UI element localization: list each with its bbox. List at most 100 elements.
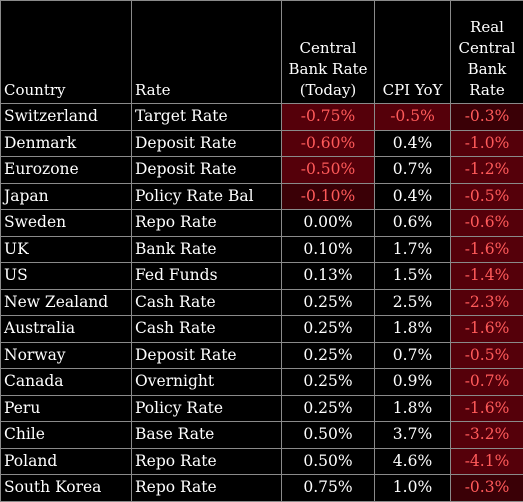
cell-country: US (1, 263, 132, 290)
cell-country: Canada (1, 369, 132, 396)
cell-rate: Deposit Rate (132, 130, 282, 157)
cell-rate: Repo Rate (132, 448, 282, 475)
cell-central-bank-rate: 0.13% (282, 263, 375, 290)
cell-central-bank-rate: 0.75% (282, 475, 375, 502)
cell-country: Peru (1, 395, 132, 422)
header-central-bank-rate: Central Bank Rate (Today) (282, 1, 375, 104)
cell-country: Sweden (1, 210, 132, 237)
header-line: Real (454, 17, 520, 38)
cell-central-bank-rate: 0.25% (282, 316, 375, 343)
cell-real-central-bank-rate: -1.2% (451, 157, 523, 184)
cell-real-central-bank-rate: -3.2% (451, 422, 523, 449)
cell-rate: Overnight (132, 369, 282, 396)
cell-cpi-yoy: 0.7% (375, 342, 451, 369)
cell-country: Poland (1, 448, 132, 475)
header-line: Bank Rate (285, 59, 371, 80)
cell-country: Japan (1, 183, 132, 210)
cell-real-central-bank-rate: -4.1% (451, 448, 523, 475)
cell-central-bank-rate: 0.25% (282, 342, 375, 369)
cell-central-bank-rate: 0.50% (282, 448, 375, 475)
header-country: Country (1, 1, 132, 104)
cell-cpi-yoy: 1.8% (375, 316, 451, 343)
cell-central-bank-rate: -0.50% (282, 157, 375, 184)
cell-rate: Deposit Rate (132, 157, 282, 184)
header-line: Central (285, 38, 371, 59)
header-line: Central (454, 38, 520, 59)
cell-real-central-bank-rate: -0.5% (451, 183, 523, 210)
header-row: Country Rate Central Bank Rate (Today) C… (1, 1, 523, 104)
cell-country: Denmark (1, 130, 132, 157)
cell-rate: Policy Rate (132, 395, 282, 422)
cell-rate: Target Rate (132, 104, 282, 131)
cell-cpi-yoy: 0.6% (375, 210, 451, 237)
cell-central-bank-rate: 0.00% (282, 210, 375, 237)
cell-central-bank-rate: 0.25% (282, 289, 375, 316)
cell-rate: Cash Rate (132, 289, 282, 316)
cell-rate: Deposit Rate (132, 342, 282, 369)
cell-country: Chile (1, 422, 132, 449)
header-cpi-yoy: CPI YoY (375, 1, 451, 104)
cell-cpi-yoy: 1.5% (375, 263, 451, 290)
cell-real-central-bank-rate: -2.3% (451, 289, 523, 316)
cell-real-central-bank-rate: -0.6% (451, 210, 523, 237)
cell-central-bank-rate: -0.60% (282, 130, 375, 157)
header-rate: Rate (132, 1, 282, 104)
cell-country: Switzerland (1, 104, 132, 131)
cell-rate: Repo Rate (132, 210, 282, 237)
cell-central-bank-rate: 0.10% (282, 236, 375, 263)
cell-country: South Korea (1, 475, 132, 502)
cell-rate: Base Rate (132, 422, 282, 449)
header-line: Bank (454, 59, 520, 80)
cell-real-central-bank-rate: -0.5% (451, 342, 523, 369)
cell-cpi-yoy: 0.4% (375, 130, 451, 157)
header-line: Rate (454, 80, 520, 101)
cell-real-central-bank-rate: -1.6% (451, 395, 523, 422)
cell-cpi-yoy: 0.7% (375, 157, 451, 184)
cell-rate: Cash Rate (132, 316, 282, 343)
cell-real-central-bank-rate: -1.6% (451, 316, 523, 343)
cell-rate: Fed Funds (132, 263, 282, 290)
cell-central-bank-rate: 0.50% (282, 422, 375, 449)
cell-country: Australia (1, 316, 132, 343)
cell-rate: Bank Rate (132, 236, 282, 263)
cell-country: UK (1, 236, 132, 263)
cell-central-bank-rate: -0.10% (282, 183, 375, 210)
cell-country: Norway (1, 342, 132, 369)
cell-rate: Policy Rate Bal (132, 183, 282, 210)
cell-cpi-yoy: -0.5% (375, 104, 451, 131)
cell-country: Eurozone (1, 157, 132, 184)
cell-central-bank-rate: 0.25% (282, 395, 375, 422)
cell-cpi-yoy: 0.4% (375, 183, 451, 210)
cell-cpi-yoy: 1.8% (375, 395, 451, 422)
cell-real-central-bank-rate: -0.7% (451, 369, 523, 396)
header-real-central-bank-rate: Real Central Bank Rate (451, 1, 523, 104)
cell-central-bank-rate: 0.25% (282, 369, 375, 396)
cell-rate: Repo Rate (132, 475, 282, 502)
cell-real-central-bank-rate: -0.3% (451, 475, 523, 502)
cell-country: New Zealand (1, 289, 132, 316)
cell-real-central-bank-rate: -1.0% (451, 130, 523, 157)
cell-cpi-yoy: 0.9% (375, 369, 451, 396)
cell-cpi-yoy: 1.0% (375, 475, 451, 502)
cell-cpi-yoy: 2.5% (375, 289, 451, 316)
header-line: (Today) (285, 80, 371, 101)
cell-cpi-yoy: 4.6% (375, 448, 451, 475)
cell-cpi-yoy: 3.7% (375, 422, 451, 449)
cell-cpi-yoy: 1.7% (375, 236, 451, 263)
